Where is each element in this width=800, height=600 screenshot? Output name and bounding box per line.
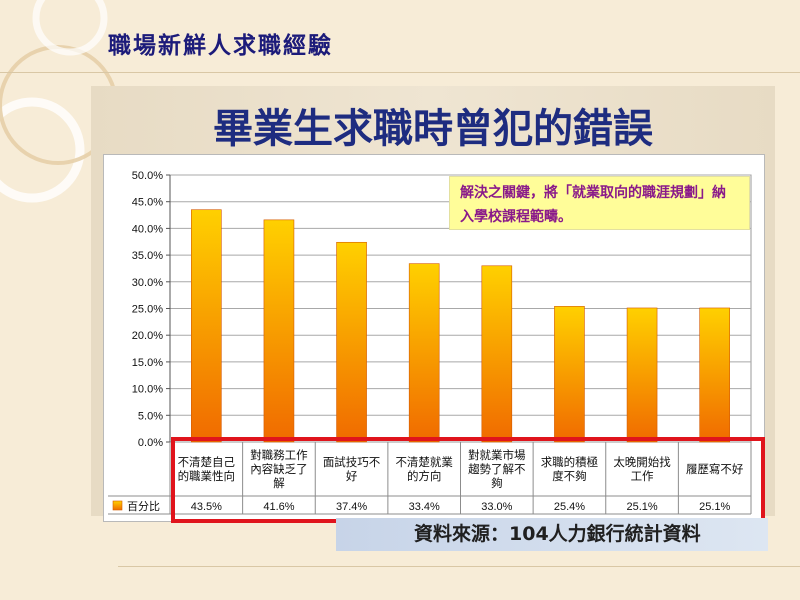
source-caption: 資料來源：104人力銀行統計資料 [336,518,768,551]
data-value-label: 25.1% [626,501,657,513]
y-tick-label: 5.0% [138,410,163,422]
y-tick-label: 20.0% [132,330,163,342]
callout-note: 解決之關鍵，將「就業取向的職涯規劃」納入學校課程範疇。 [449,176,750,230]
data-value-label: 25.4% [554,501,585,513]
y-tick-label: 30.0% [132,277,163,289]
y-tick-label: 10.0% [132,384,163,396]
bar [554,306,585,443]
category-label: 不清楚就業的方向 [395,455,453,483]
category-label: 面試技巧不好 [323,455,381,483]
category-label: 太晚開始找工作 [613,455,671,483]
bar [191,209,222,443]
y-tick-label: 45.0% [132,197,163,209]
footer-divider [118,566,800,567]
legend-label: 百分比 [127,500,160,513]
header-divider [0,72,800,73]
bar [263,219,295,443]
category-label: 對就業市場趨勢了解不夠 [468,448,526,490]
data-value-label: 43.5% [191,501,222,513]
bar [699,307,730,443]
bar [626,307,658,443]
data-value-label: 33.4% [409,501,440,513]
bar [336,241,367,443]
y-tick-label: 0.0% [138,437,163,449]
y-tick-label: 35.0% [132,250,163,262]
data-value-label: 41.6% [263,501,294,513]
y-tick-label: 25.0% [132,304,163,316]
chart-title: 畢業生求職時曾犯的錯誤 [213,106,653,152]
bar [481,265,513,443]
y-tick-label: 15.0% [132,357,163,369]
bar [408,263,440,443]
slide-title: 職場新鮮人求職經驗 [108,32,333,59]
y-tick-label: 40.0% [132,223,163,235]
data-value-label: 37.4% [336,501,367,513]
category-label: 對職務工作內容缺乏了解 [250,448,308,490]
legend-swatch [112,500,123,511]
category-label: 求職的積極度不夠 [541,455,599,483]
data-value-label: 33.0% [481,501,512,513]
y-tick-label: 50.0% [132,170,163,182]
data-value-label: 25.1% [699,501,730,513]
category-label: 履歷寫不好 [686,462,744,476]
category-label: 不清楚自己的職業性向 [178,455,236,483]
